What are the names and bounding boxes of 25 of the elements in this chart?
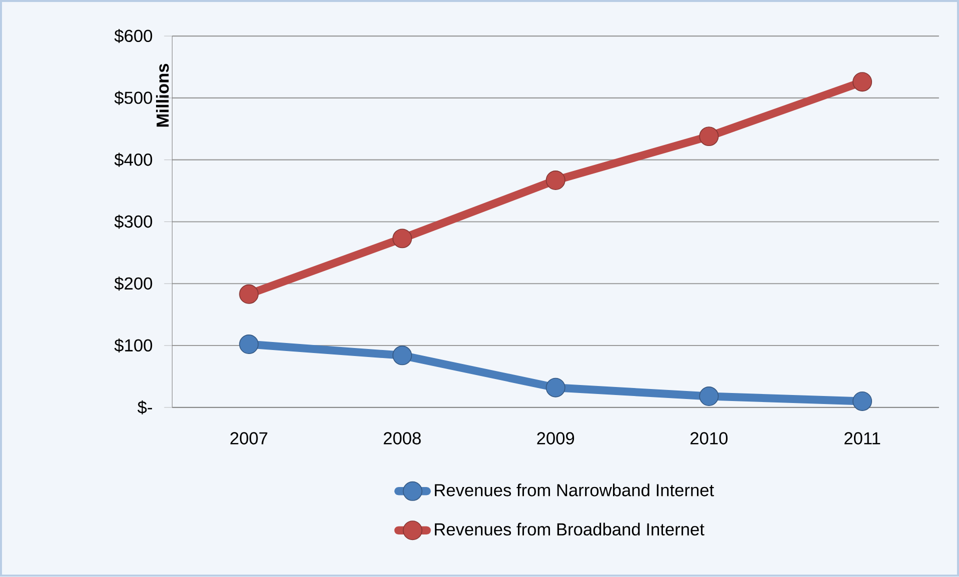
y-tick-label: $200 (114, 276, 152, 291)
y-tick-label: $600 (114, 29, 152, 44)
y-tick-label: $300 (114, 214, 152, 229)
y-axis-title: Millions (156, 64, 169, 127)
point (852, 72, 872, 92)
x-tick-label: 2008 (384, 432, 421, 445)
point (699, 386, 719, 406)
point (699, 126, 719, 146)
x-tick-label: 2011 (844, 432, 880, 445)
x-tick-label: 2009 (537, 432, 574, 445)
legend-label: Revenues from Broadband Internet (434, 522, 704, 536)
x-tick-label: 2010 (690, 432, 728, 445)
point (852, 392, 872, 412)
y-tick-label: $100 (114, 338, 152, 353)
x-tick-label: 2007 (230, 432, 268, 445)
y-tick-label: $500 (114, 91, 152, 106)
point (392, 346, 412, 366)
point (546, 170, 566, 190)
point (239, 334, 259, 354)
y-tick-label: $400 (114, 153, 152, 168)
y-tick-label: $- (138, 400, 152, 415)
point (546, 378, 566, 398)
legend-label: Revenues from Narrowband Internet (434, 484, 714, 497)
point (239, 284, 259, 304)
point (392, 228, 412, 248)
